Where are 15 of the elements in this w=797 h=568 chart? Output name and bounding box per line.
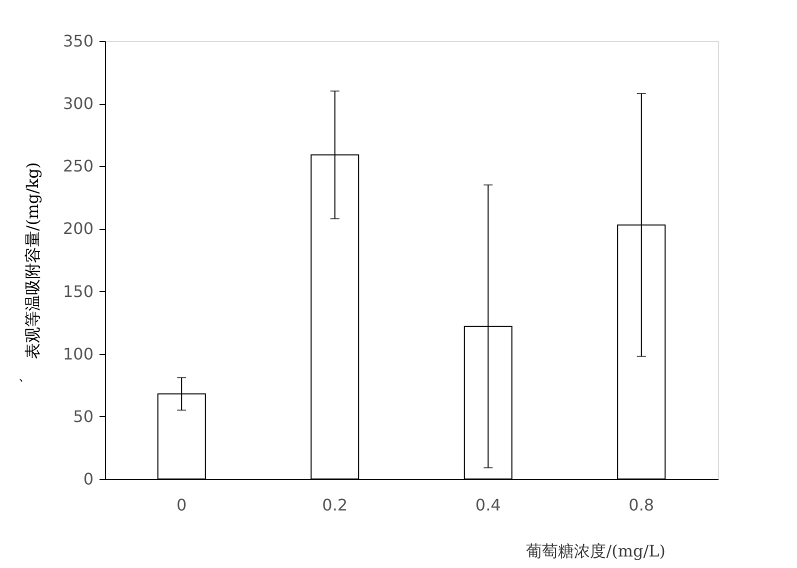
y-axis-title: 表观等温吸附容量/(mg/kg) bbox=[22, 162, 42, 359]
x-tick-label: 0.2 bbox=[322, 496, 348, 514]
x-tick-label: 0.8 bbox=[628, 496, 654, 514]
y-tick-label: 100 bbox=[62, 344, 94, 364]
y-tick-label: 150 bbox=[62, 282, 94, 301]
x-tick-label: 0.4 bbox=[475, 496, 501, 514]
y-tick-label: 350 bbox=[62, 32, 94, 50]
x-tick-label: 0 bbox=[176, 496, 187, 514]
y-tick-label: 0 bbox=[83, 470, 94, 488]
y-tick-label: 250 bbox=[62, 156, 94, 176]
text: 、 bbox=[18, 368, 32, 384]
x-axis-title: 葡萄糖浓度/(mg/L) bbox=[526, 542, 666, 560]
y-tick-label: 300 bbox=[62, 94, 94, 114]
y-tick-label: 200 bbox=[62, 219, 94, 238]
y-tick-label: 50 bbox=[73, 406, 94, 426]
